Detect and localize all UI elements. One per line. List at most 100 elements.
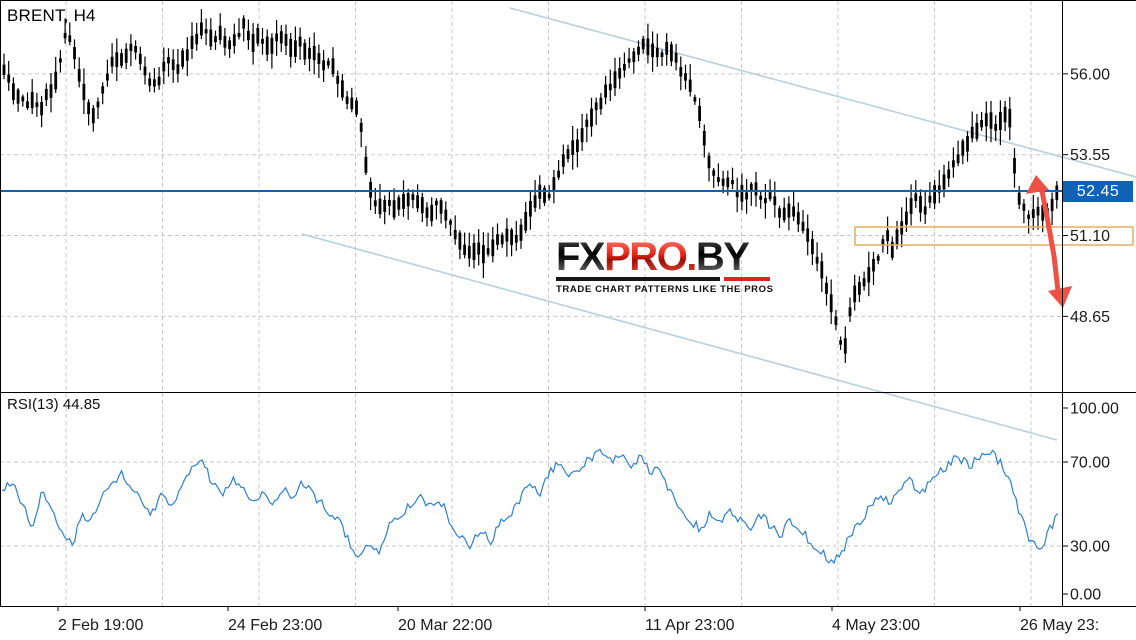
candle-body <box>176 64 180 74</box>
candle-body <box>138 53 142 64</box>
candle-body <box>1050 198 1054 211</box>
logo-rule-red <box>724 277 770 281</box>
candle-body <box>242 18 246 29</box>
candle-body <box>937 185 941 193</box>
candle-body <box>759 195 763 200</box>
candle-body <box>660 52 664 58</box>
candle-body <box>599 97 603 110</box>
candle-body <box>449 220 452 225</box>
candle-body <box>63 33 67 39</box>
candle-body <box>726 177 730 188</box>
candle-body <box>298 36 302 47</box>
candle-body <box>933 185 936 204</box>
candle-body <box>1017 192 1021 205</box>
rsi-axis-label: 100.00 <box>1070 401 1119 418</box>
candle-body <box>886 230 889 242</box>
candle-body <box>547 194 551 199</box>
candle-body <box>731 179 734 185</box>
candle-body <box>256 27 260 44</box>
rsi-axis-label: 0.00 <box>1070 587 1101 604</box>
candle-body <box>947 169 951 179</box>
candle-body <box>839 340 842 345</box>
candle-body <box>829 294 833 313</box>
candle-body <box>308 47 311 59</box>
candle-body <box>68 35 72 42</box>
candle-body <box>519 224 523 241</box>
candle-body <box>190 35 194 49</box>
candle-body <box>1031 209 1035 218</box>
candle-body <box>77 69 81 82</box>
candle-body <box>627 58 631 63</box>
candle-body <box>872 258 875 272</box>
candle-body <box>91 108 95 124</box>
candle-body <box>59 58 62 63</box>
candle-body <box>909 198 913 214</box>
candle-body <box>26 101 29 108</box>
candle-body <box>430 204 434 222</box>
candle-body <box>289 38 293 58</box>
candle-body <box>853 285 857 303</box>
candle-body <box>500 234 504 245</box>
candle-body <box>717 177 720 183</box>
candle-body <box>218 25 222 41</box>
candle-body <box>825 282 828 294</box>
candle-body <box>858 282 861 295</box>
price-axis-label: 56.00 <box>1070 66 1110 83</box>
candle-body <box>961 140 965 156</box>
candle-body <box>73 47 76 60</box>
candle-body <box>124 48 128 63</box>
candle-body <box>1008 108 1012 128</box>
candle-body <box>576 139 579 153</box>
candle-body <box>411 194 415 201</box>
candle-body <box>989 112 993 129</box>
candle-body <box>970 126 974 139</box>
candle-body <box>44 88 48 101</box>
candle-body <box>228 40 231 50</box>
candle-body <box>143 66 147 76</box>
candle-body <box>270 37 274 54</box>
candle-body <box>975 122 979 139</box>
candle-body <box>735 190 739 198</box>
candle-body <box>749 183 753 191</box>
candle-body <box>303 42 307 60</box>
candle-body <box>261 38 264 44</box>
candle-body <box>693 96 697 102</box>
candle-body <box>364 156 368 173</box>
candle-body <box>533 195 537 208</box>
candle-body <box>529 201 532 217</box>
candle-body <box>811 239 814 255</box>
candle-body <box>514 234 518 243</box>
logo-fx-text: FX <box>556 235 606 279</box>
candle-body <box>345 96 349 104</box>
candle-body <box>928 195 932 203</box>
candle-body <box>232 34 236 46</box>
support-zone-rect <box>854 226 1134 246</box>
rsi-axis-label: 30.00 <box>1070 539 1110 556</box>
candle-body <box>200 22 203 36</box>
candle-body <box>157 76 161 86</box>
candle-body <box>670 44 673 62</box>
candle-body <box>148 78 152 86</box>
current-price-badge: 52.45 <box>1063 181 1133 202</box>
candle-body <box>651 43 654 58</box>
candle-body <box>561 154 565 167</box>
candle-body <box>247 30 250 41</box>
channel-upper-trendline <box>509 7 1136 178</box>
candle-body <box>223 36 227 48</box>
candle-body <box>618 67 622 79</box>
candle-body <box>702 130 706 146</box>
candle-body <box>181 50 184 67</box>
candle-body <box>510 229 513 246</box>
candle-body <box>7 74 11 83</box>
candle-body <box>265 36 269 55</box>
candle-body <box>275 33 278 42</box>
candle-body <box>472 242 476 261</box>
candle-body <box>284 33 288 46</box>
candle-body <box>646 38 650 56</box>
candle-body <box>999 111 1002 131</box>
down-arrow-shaft <box>1038 183 1061 294</box>
candle-body <box>923 206 927 215</box>
candle-body <box>21 96 25 102</box>
candle-body <box>195 33 199 45</box>
